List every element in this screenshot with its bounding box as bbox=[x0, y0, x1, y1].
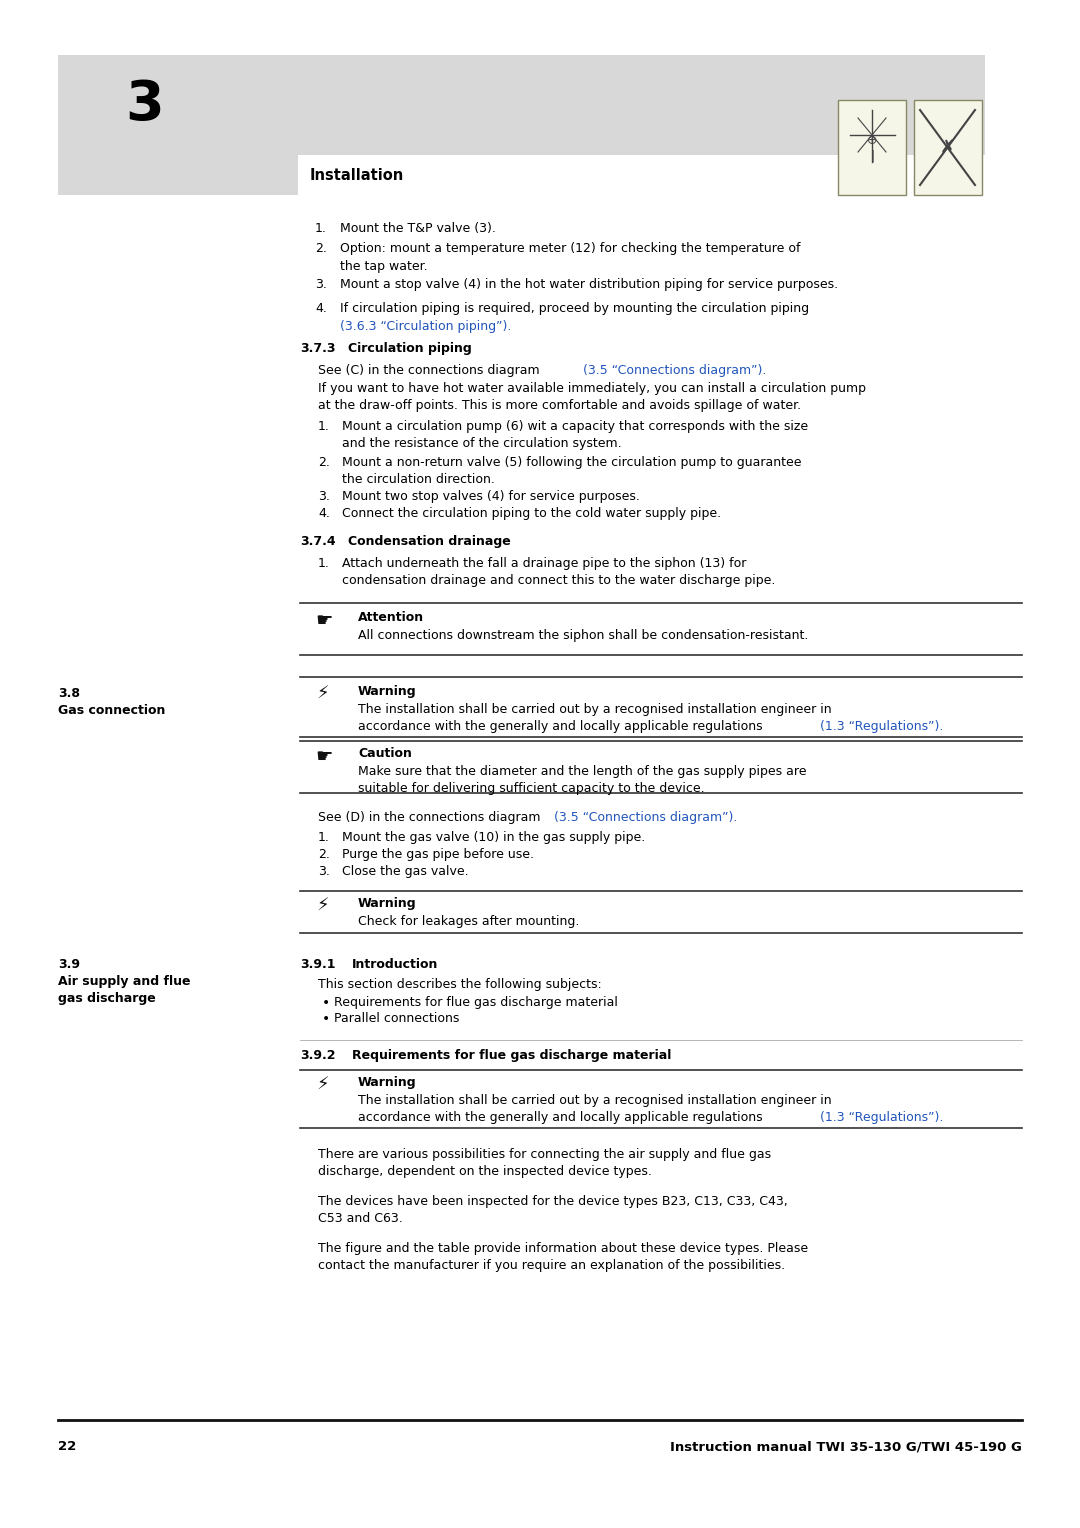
Text: 4.: 4. bbox=[318, 507, 329, 520]
Text: Make sure that the diameter and the length of the gas supply pipes are: Make sure that the diameter and the leng… bbox=[357, 766, 807, 778]
Text: Mount two stop valves (4) for service purposes.: Mount two stop valves (4) for service pu… bbox=[342, 490, 639, 503]
Text: (1.3 “Regulations”).: (1.3 “Regulations”). bbox=[820, 1111, 943, 1125]
Text: Introduction: Introduction bbox=[352, 958, 438, 970]
Text: accordance with the generally and locally applicable regulations: accordance with the generally and locall… bbox=[357, 1111, 767, 1125]
Text: contact the manufacturer if you require an explanation of the possibilities.: contact the manufacturer if you require … bbox=[318, 1259, 785, 1271]
Text: Mount the T&P valve (3).: Mount the T&P valve (3). bbox=[340, 222, 496, 235]
Text: 2.: 2. bbox=[318, 455, 329, 469]
Text: and the resistance of the circulation system.: and the resistance of the circulation sy… bbox=[342, 437, 622, 451]
Text: Parallel connections: Parallel connections bbox=[334, 1012, 459, 1025]
Text: Condensation drainage: Condensation drainage bbox=[348, 535, 511, 549]
Text: Mount a non-return valve (5) following the circulation pump to guarantee: Mount a non-return valve (5) following t… bbox=[342, 455, 801, 469]
Bar bbox=[58, 55, 985, 154]
Text: C53 and C63.: C53 and C63. bbox=[318, 1212, 403, 1225]
Text: 3.7.3: 3.7.3 bbox=[300, 342, 336, 354]
Text: 3.: 3. bbox=[315, 278, 327, 290]
Text: 4.: 4. bbox=[315, 303, 327, 315]
Text: The installation shall be carried out by a recognised installation engineer in: The installation shall be carried out by… bbox=[357, 1094, 832, 1106]
Text: Requirements for flue gas discharge material: Requirements for flue gas discharge mate… bbox=[334, 996, 618, 1008]
Text: See (D) in the connections diagram: See (D) in the connections diagram bbox=[318, 811, 544, 824]
Text: Instruction manual TWI 35-130 G/TWI 45-190 G: Instruction manual TWI 35-130 G/TWI 45-1… bbox=[670, 1439, 1022, 1453]
Text: ☛: ☛ bbox=[315, 747, 333, 766]
Text: The devices have been inspected for the device types B23, C13, C33, C43,: The devices have been inspected for the … bbox=[318, 1195, 787, 1209]
Text: Installation: Installation bbox=[310, 168, 404, 182]
Text: discharge, dependent on the inspected device types.: discharge, dependent on the inspected de… bbox=[318, 1164, 652, 1178]
Text: 1.: 1. bbox=[315, 222, 327, 235]
Text: Mount a stop valve (4) in the hot water distribution piping for service purposes: Mount a stop valve (4) in the hot water … bbox=[340, 278, 838, 290]
Text: at the draw-off points. This is more comfortable and avoids spillage of water.: at the draw-off points. This is more com… bbox=[318, 399, 801, 413]
Text: 2.: 2. bbox=[315, 241, 327, 255]
Text: The figure and the table provide information about these device types. Please: The figure and the table provide informa… bbox=[318, 1242, 808, 1254]
Text: 3.7.4: 3.7.4 bbox=[300, 535, 336, 549]
Text: See (C) in the connections diagram: See (C) in the connections diagram bbox=[318, 364, 543, 377]
Text: The installation shall be carried out by a recognised installation engineer in: The installation shall be carried out by… bbox=[357, 703, 832, 717]
Text: Purge the gas pipe before use.: Purge the gas pipe before use. bbox=[342, 848, 534, 860]
Text: (1.3 “Regulations”).: (1.3 “Regulations”). bbox=[820, 720, 943, 733]
Text: condensation drainage and connect this to the water discharge pipe.: condensation drainage and connect this t… bbox=[342, 575, 775, 587]
Text: gas discharge: gas discharge bbox=[58, 992, 156, 1005]
Text: Attention: Attention bbox=[357, 611, 424, 623]
Text: 3.: 3. bbox=[318, 865, 329, 879]
Text: This section describes the following subjects:: This section describes the following sub… bbox=[318, 978, 602, 992]
Text: Warning: Warning bbox=[357, 897, 417, 911]
Text: 3.9.1: 3.9.1 bbox=[300, 958, 336, 970]
Text: There are various possibilities for connecting the air supply and flue gas: There are various possibilities for conn… bbox=[318, 1148, 771, 1161]
Bar bbox=[58, 154, 298, 196]
Text: (3.5 “Connections diagram”).: (3.5 “Connections diagram”). bbox=[554, 811, 738, 824]
Text: ⚡: ⚡ bbox=[318, 1076, 329, 1094]
Text: Option: mount a temperature meter (12) for checking the temperature of: Option: mount a temperature meter (12) f… bbox=[340, 241, 800, 255]
Text: 3.9: 3.9 bbox=[58, 958, 80, 970]
Text: ⚡: ⚡ bbox=[318, 897, 329, 915]
Text: 2.: 2. bbox=[318, 848, 329, 860]
Text: 3: 3 bbox=[125, 78, 164, 131]
Text: Circulation piping: Circulation piping bbox=[348, 342, 472, 354]
Text: 1.: 1. bbox=[318, 831, 329, 843]
Text: All connections downstream the siphon shall be condensation-resistant.: All connections downstream the siphon sh… bbox=[357, 630, 808, 642]
Text: suitable for delivering sufficient capacity to the device.: suitable for delivering sufficient capac… bbox=[357, 782, 704, 795]
Text: Air supply and flue: Air supply and flue bbox=[58, 975, 190, 989]
Text: accordance with the generally and locally applicable regulations: accordance with the generally and locall… bbox=[357, 720, 767, 733]
Text: Mount the gas valve (10) in the gas supply pipe.: Mount the gas valve (10) in the gas supp… bbox=[342, 831, 645, 843]
Text: •: • bbox=[322, 996, 330, 1010]
Text: Caution: Caution bbox=[357, 747, 411, 759]
Text: Warning: Warning bbox=[357, 1076, 417, 1089]
Text: (3.6.3 “Circulation piping”).: (3.6.3 “Circulation piping”). bbox=[340, 319, 511, 333]
Text: 3.9.2: 3.9.2 bbox=[300, 1050, 336, 1062]
Text: ✗: ✗ bbox=[940, 139, 956, 157]
Text: Gas connection: Gas connection bbox=[58, 704, 165, 717]
Text: 1.: 1. bbox=[318, 420, 329, 432]
Bar bbox=[914, 99, 982, 196]
Text: Mount a circulation pump (6) wit a capacity that corresponds with the size: Mount a circulation pump (6) wit a capac… bbox=[342, 420, 808, 432]
Text: ⚡: ⚡ bbox=[318, 685, 329, 703]
Text: Warning: Warning bbox=[357, 685, 417, 698]
Text: ☛: ☛ bbox=[315, 611, 333, 630]
Text: (3.5 “Connections diagram”).: (3.5 “Connections diagram”). bbox=[583, 364, 767, 377]
Text: the circulation direction.: the circulation direction. bbox=[342, 474, 495, 486]
Text: the tap water.: the tap water. bbox=[340, 260, 428, 274]
Text: •: • bbox=[322, 1012, 330, 1025]
Text: Close the gas valve.: Close the gas valve. bbox=[342, 865, 469, 879]
Text: ⊕
|: ⊕ | bbox=[867, 134, 877, 162]
Text: Check for leakages after mounting.: Check for leakages after mounting. bbox=[357, 915, 579, 927]
Text: If circulation piping is required, proceed by mounting the circulation piping: If circulation piping is required, proce… bbox=[340, 303, 809, 315]
Bar bbox=[838, 99, 906, 196]
Text: 22: 22 bbox=[58, 1439, 77, 1453]
Text: 1.: 1. bbox=[318, 558, 329, 570]
Text: Requirements for flue gas discharge material: Requirements for flue gas discharge mate… bbox=[352, 1050, 672, 1062]
Text: 3.8: 3.8 bbox=[58, 688, 80, 700]
Text: Connect the circulation piping to the cold water supply pipe.: Connect the circulation piping to the co… bbox=[342, 507, 721, 520]
Text: If you want to have hot water available immediately, you can install a circulati: If you want to have hot water available … bbox=[318, 382, 866, 396]
Text: Attach underneath the fall a drainage pipe to the siphon (13) for: Attach underneath the fall a drainage pi… bbox=[342, 558, 746, 570]
Text: 3.: 3. bbox=[318, 490, 329, 503]
